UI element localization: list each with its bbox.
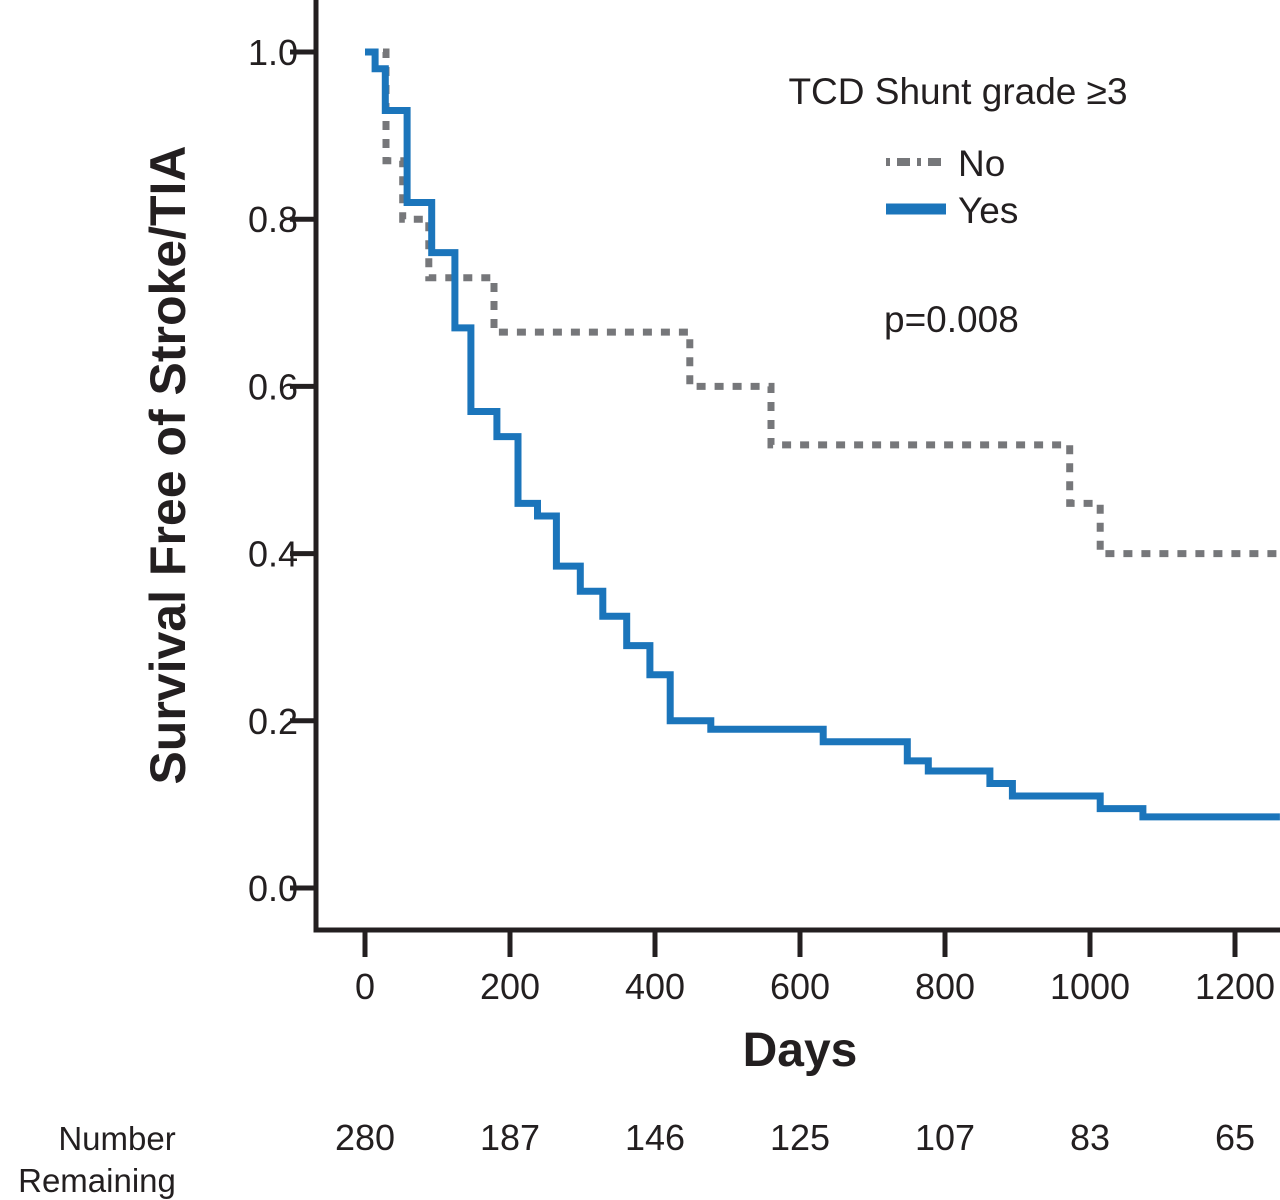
km-curve-yes bbox=[365, 48, 1280, 821]
number-remaining-section: Number Remaining 280 187 146 125 107 83 65 bbox=[18, 1117, 1255, 1199]
legend-title: TCD Shunt grade ≥3 bbox=[788, 71, 1127, 112]
y-tick-label: 1.0 bbox=[248, 32, 298, 73]
number-remaining-value: 125 bbox=[770, 1117, 830, 1158]
number-remaining-label-line1: Number bbox=[58, 1120, 175, 1157]
number-remaining-values: 280 187 146 125 107 83 65 bbox=[335, 1117, 1255, 1158]
number-remaining-value: 107 bbox=[915, 1117, 975, 1158]
number-remaining-value: 280 bbox=[335, 1117, 395, 1158]
p-value-annotation: p=0.008 bbox=[884, 299, 1019, 340]
legend-no-label: No bbox=[958, 143, 1005, 184]
x-tick-label: 1200 bbox=[1195, 966, 1275, 1007]
number-remaining-value: 83 bbox=[1070, 1117, 1110, 1158]
y-tick-label: 0.6 bbox=[248, 366, 298, 407]
x-tick-label: 200 bbox=[480, 966, 540, 1007]
legend-yes-label: Yes bbox=[958, 190, 1018, 231]
x-tick-label: 800 bbox=[915, 966, 975, 1007]
x-axis-ticks: 0 200 400 600 800 1000 1200 bbox=[355, 930, 1275, 1007]
x-tick-label: 1000 bbox=[1050, 966, 1130, 1007]
number-remaining-value: 187 bbox=[480, 1117, 540, 1158]
y-axis-ticks: 1.0 0.8 0.6 0.4 0.2 0.0 bbox=[248, 32, 316, 909]
survival-curves bbox=[365, 48, 1280, 821]
legend: TCD Shunt grade ≥3 No Yes p=0.008 bbox=[788, 71, 1127, 340]
y-tick-label: 0.0 bbox=[248, 868, 298, 909]
y-axis-title: Survival Free of Stroke/TIA bbox=[140, 145, 196, 784]
y-tick-label: 0.2 bbox=[248, 701, 298, 742]
number-remaining-value: 65 bbox=[1215, 1117, 1255, 1158]
x-axis-title: Days bbox=[743, 1024, 858, 1077]
x-tick-label: 400 bbox=[625, 966, 685, 1007]
y-tick-label: 0.8 bbox=[248, 199, 298, 240]
y-tick-label: 0.4 bbox=[248, 534, 298, 575]
x-tick-label: 600 bbox=[770, 966, 830, 1007]
x-tick-label: 0 bbox=[355, 966, 375, 1007]
km-curve-no bbox=[365, 48, 1280, 558]
number-remaining-label-line2: Remaining bbox=[18, 1162, 176, 1199]
number-remaining-value: 146 bbox=[625, 1117, 685, 1158]
